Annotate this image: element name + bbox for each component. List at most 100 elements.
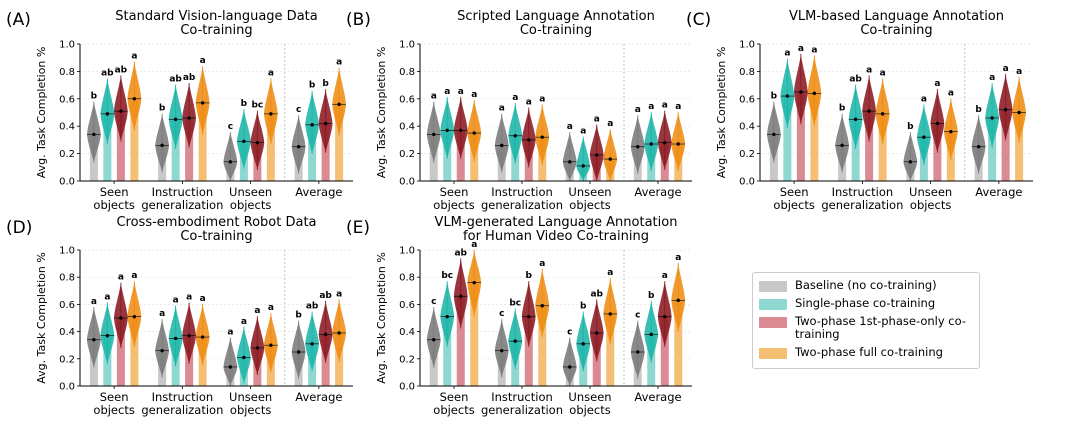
- legend-label-two-phase-first-only: Two-phase 1st-phase-only co-training: [795, 314, 967, 341]
- mean-marker: [310, 123, 314, 127]
- significance-letter: ab: [169, 75, 182, 85]
- mean-marker: [173, 117, 178, 122]
- significance-letter: a: [254, 306, 260, 316]
- bar: [116, 318, 125, 386]
- mean-marker: [513, 134, 517, 138]
- legend-label-single-phase: Single-phase co-training: [795, 296, 936, 310]
- y-tick-label: 0.2: [739, 149, 755, 160]
- mean-marker: [527, 314, 531, 319]
- y-tick-label: 0.2: [59, 354, 75, 365]
- x-category-label-line2: objects: [910, 198, 951, 212]
- mean-marker: [472, 131, 476, 135]
- significance-letter: a: [539, 259, 545, 269]
- mean-marker: [527, 138, 531, 142]
- x-category-label: Unseen: [229, 185, 272, 199]
- mean-marker: [1017, 110, 1021, 115]
- bar: [456, 296, 465, 386]
- significance-letter: b: [648, 291, 655, 301]
- x-category-label: Instruction: [832, 185, 894, 199]
- mean-marker: [608, 157, 612, 161]
- x-category-label: Average: [975, 185, 1022, 199]
- x-category-label-line2: generalization: [481, 403, 563, 417]
- mean-marker: [1003, 108, 1008, 112]
- mean-marker: [255, 346, 260, 350]
- x-category-label-line2: generalization: [821, 198, 903, 212]
- panel-label: (B): [346, 10, 371, 30]
- bar: [878, 113, 887, 181]
- y-tick-label: 0.6: [399, 300, 415, 311]
- mean-marker: [568, 365, 572, 369]
- mean-marker: [935, 121, 940, 126]
- significance-letter: a: [91, 297, 97, 307]
- significance-letter: a: [186, 292, 192, 302]
- panel-label: (C): [686, 10, 711, 30]
- bar: [988, 117, 997, 181]
- significance-letter: bc: [509, 299, 521, 309]
- x-category-label: Unseen: [229, 390, 272, 404]
- bar: [103, 113, 112, 181]
- bar: [660, 316, 669, 386]
- mean-marker: [269, 112, 273, 116]
- significance-letter: a: [336, 58, 342, 68]
- panel-label: (E): [346, 218, 370, 238]
- x-category-label-line2: generalization: [141, 403, 223, 417]
- x-category-label-line2: objects: [230, 403, 271, 417]
- x-category-label: Instruction: [152, 185, 214, 199]
- significance-letter: a: [648, 102, 654, 112]
- bar: [1015, 112, 1024, 181]
- significance-letter: a: [675, 253, 681, 263]
- y-tick-label: 0.8: [59, 273, 75, 284]
- x-category-label: Seen: [440, 390, 469, 404]
- significance-letter: a: [131, 271, 137, 281]
- significance-letter: b: [159, 104, 166, 114]
- y-tick-label: 1.0: [59, 246, 75, 257]
- mean-marker: [772, 132, 776, 137]
- y-tick-label: 0.6: [59, 94, 75, 105]
- significance-letter: a: [159, 309, 165, 319]
- y-tick-label: 0.2: [399, 149, 415, 160]
- y-tick-label: 1.0: [399, 40, 415, 51]
- bar: [524, 316, 533, 386]
- x-category-label: Seen: [440, 185, 469, 199]
- x-category-label-line2: objects: [433, 403, 474, 417]
- bar: [198, 102, 207, 181]
- significance-letter: ab: [306, 302, 319, 312]
- mean-marker: [663, 140, 667, 145]
- significance-letter: c: [567, 327, 572, 337]
- bar: [606, 313, 615, 386]
- mean-marker: [337, 331, 341, 335]
- mean-marker: [173, 336, 178, 341]
- significance-letter: b: [975, 105, 982, 115]
- significance-letter: a: [662, 101, 668, 111]
- significance-letter: b: [309, 81, 316, 91]
- significance-letter: a: [594, 114, 600, 124]
- significance-letter: ab: [590, 289, 603, 299]
- y-tick-label: 0.0: [399, 382, 415, 393]
- significance-letter: b: [322, 79, 329, 89]
- significance-letter: c: [228, 122, 233, 132]
- mean-marker: [445, 128, 449, 133]
- y-tick-label: 0.8: [59, 67, 75, 78]
- mean-marker: [581, 164, 585, 168]
- mean-marker: [649, 142, 653, 146]
- y-tick-label: 0.4: [399, 122, 415, 133]
- mean-marker: [853, 117, 858, 122]
- significance-letter: bc: [251, 101, 263, 111]
- significance-letter: a: [784, 48, 790, 58]
- mean-marker: [990, 116, 994, 120]
- legend-swatch-two-phase-first-only: [759, 317, 787, 328]
- significance-letter: a: [662, 271, 668, 281]
- mean-marker: [676, 142, 680, 146]
- significance-letter: c: [431, 297, 436, 307]
- y-tick-label: 0.6: [739, 94, 755, 105]
- chart-title-line1: Scripted Language Annotation: [457, 9, 655, 24]
- mean-marker: [337, 102, 341, 106]
- y-tick-label: 1.0: [739, 40, 755, 51]
- significance-letter: a: [934, 79, 940, 89]
- y-tick-label: 0.0: [739, 177, 755, 188]
- significance-letter: a: [635, 105, 641, 115]
- y-axis-label: Avg. Task Completion %: [35, 47, 48, 179]
- mean-marker: [949, 129, 953, 134]
- significance-letter: a: [173, 295, 179, 305]
- legend-label-baseline: Baseline (no co-training): [795, 278, 937, 292]
